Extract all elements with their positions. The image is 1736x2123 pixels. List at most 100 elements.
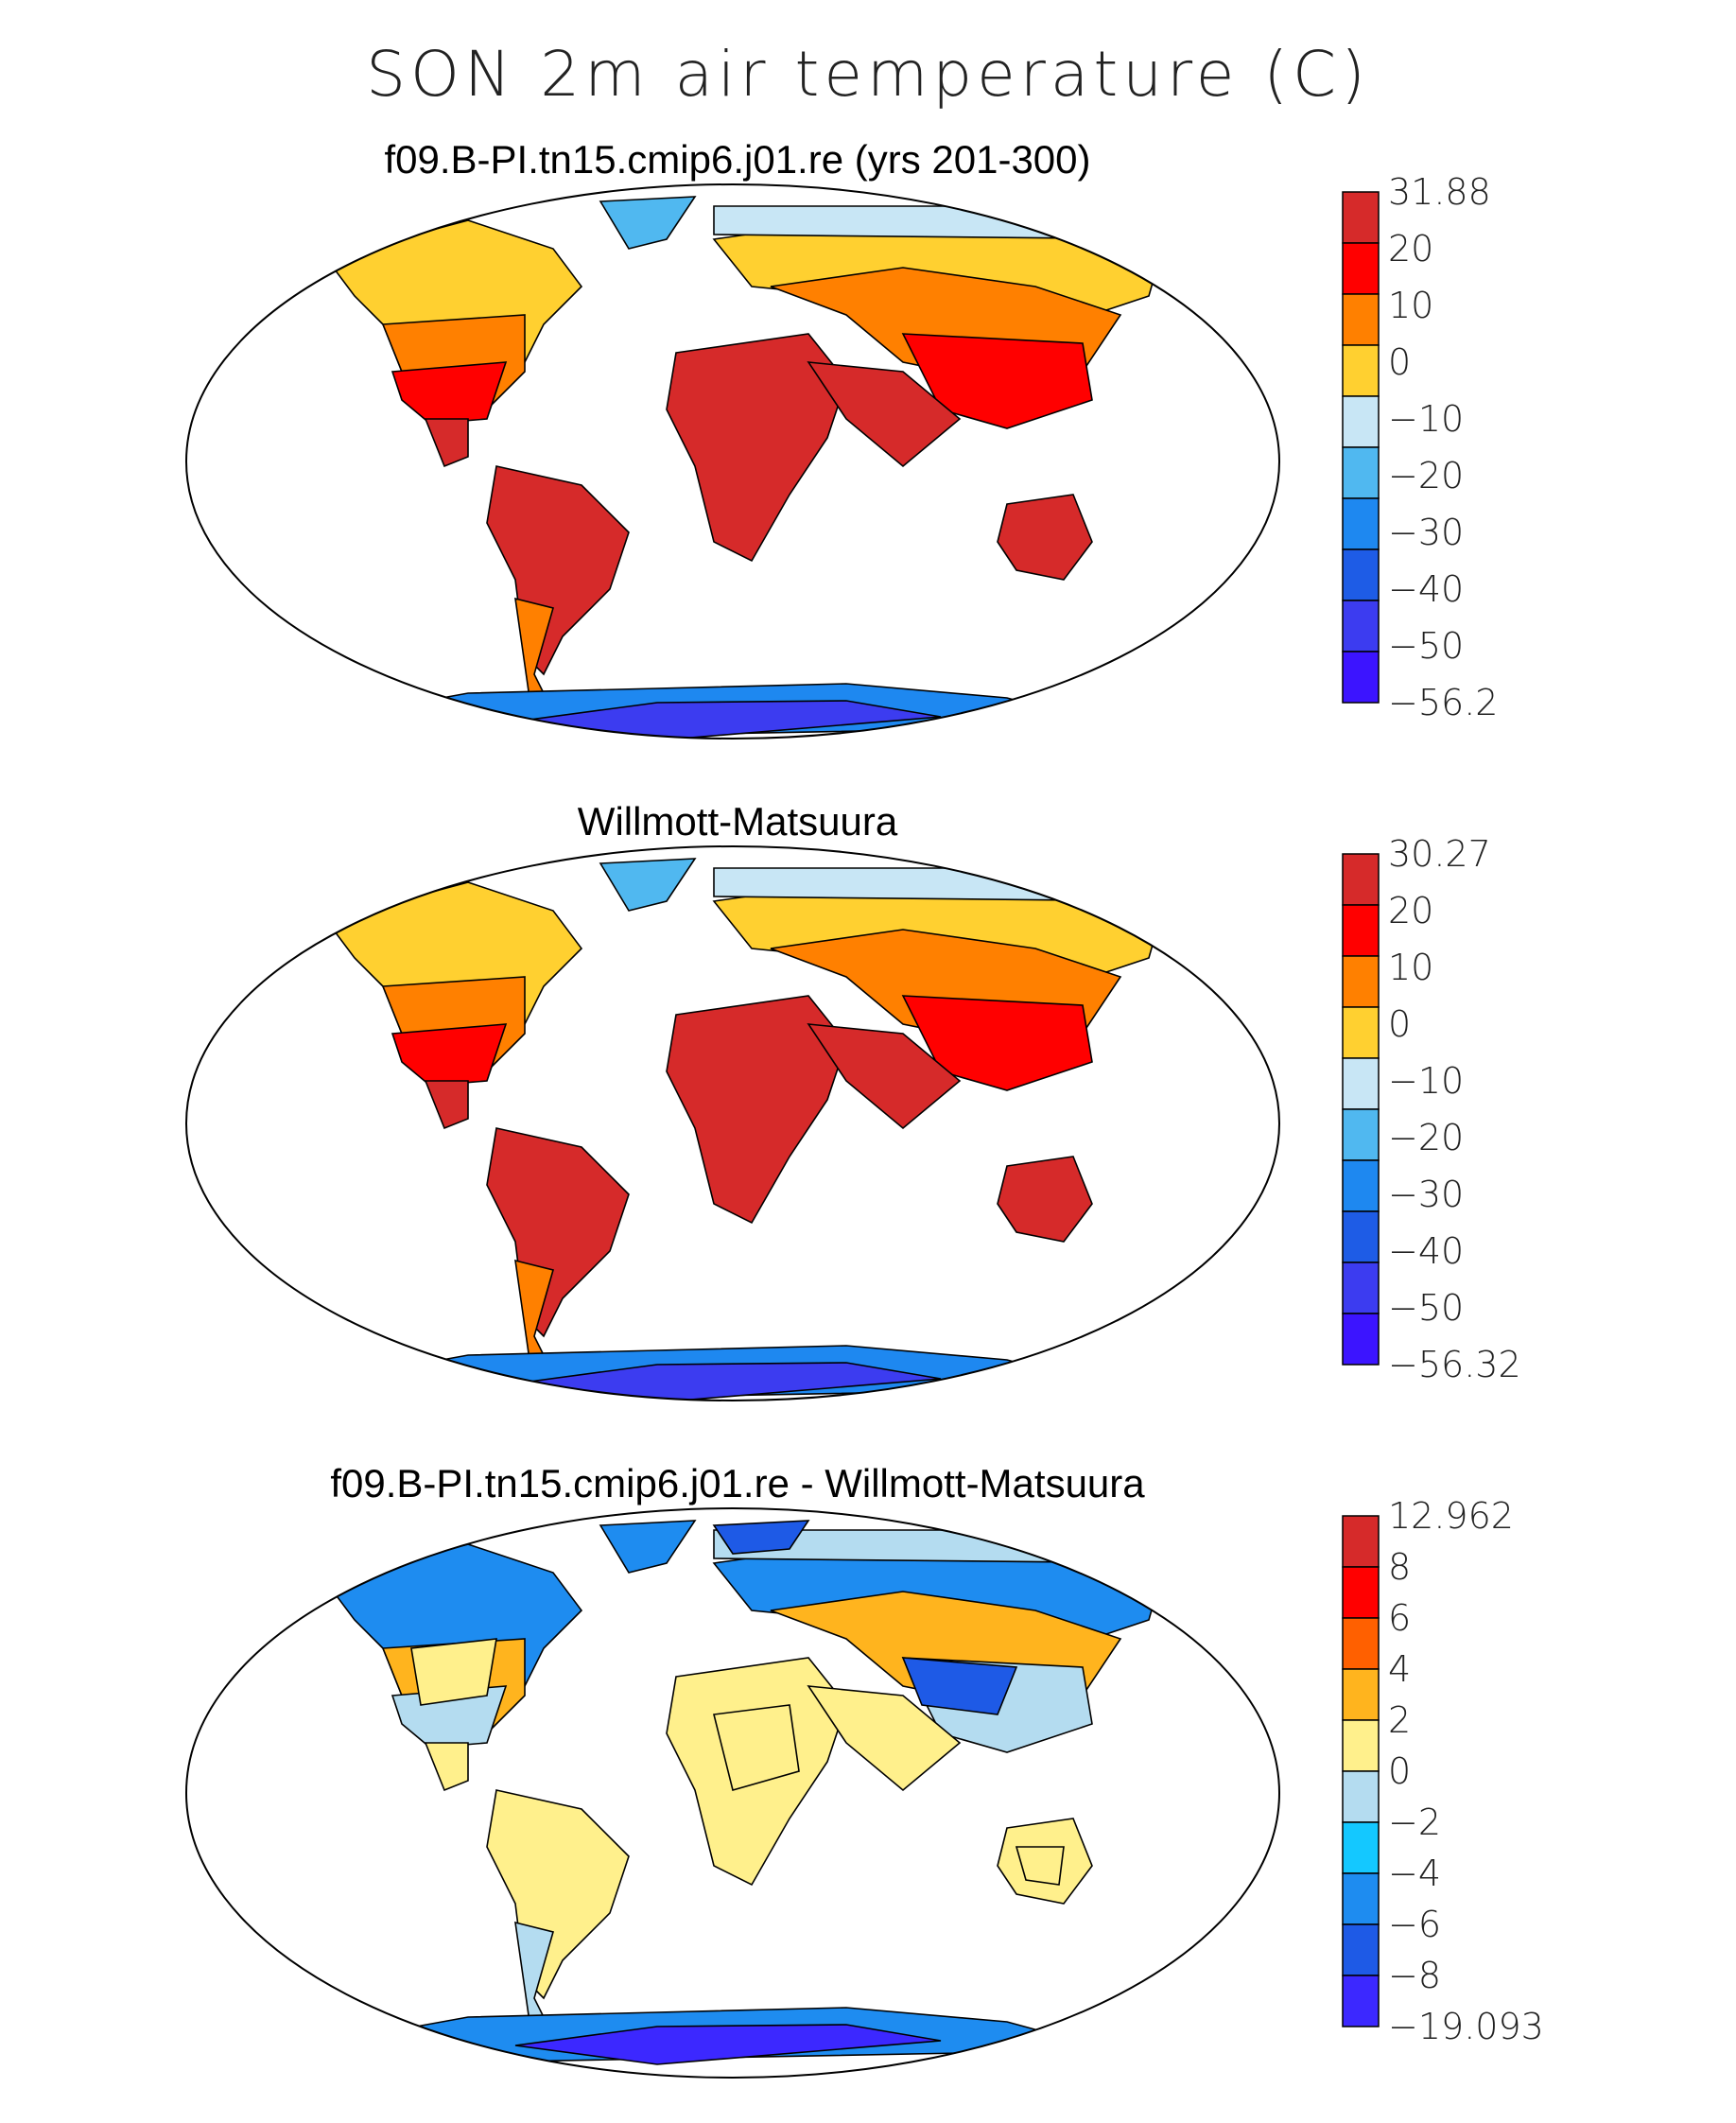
figure-title: SON 2m air temperature (C) xyxy=(366,38,1370,111)
map-projection-outline xyxy=(185,1507,1280,2079)
colorbar-swatch xyxy=(1342,548,1380,601)
colorbar-swatch xyxy=(1342,600,1380,653)
map-content xyxy=(185,1507,1280,2079)
colorbar-swatch xyxy=(1342,1108,1380,1161)
land-region xyxy=(901,1657,1018,1715)
colorbar-swatch xyxy=(1342,1617,1380,1670)
colorbar: 12.962 8 6 4 2 0 −2 −4 −6 −8 −19.093 xyxy=(1342,1495,1544,2047)
land-region xyxy=(599,196,697,250)
land-region xyxy=(424,418,469,468)
colorbar-label: −50 xyxy=(1388,625,1464,667)
map-projection-outline xyxy=(185,183,1280,740)
land-region xyxy=(486,1127,630,1338)
colorbar-swatch xyxy=(1342,853,1380,906)
colorbar-label: −8 xyxy=(1388,1955,1441,1996)
map-content xyxy=(185,845,1280,1401)
colorbar-label: 8 xyxy=(1388,1546,1411,1588)
land-region xyxy=(486,465,630,676)
colorbar-label: −4 xyxy=(1388,1853,1441,1894)
colorbar-swatch xyxy=(1342,446,1380,499)
colorbar-swatch xyxy=(1342,344,1380,397)
panel-title: f09.B-PI.tn15.cmip6.j01.re - Willmott-Ma… xyxy=(330,1461,1145,1505)
land-region xyxy=(713,867,1169,902)
colorbar-label: 4 xyxy=(1388,1648,1411,1690)
land-region xyxy=(514,1921,554,2028)
colorbar-swatch xyxy=(1342,1923,1380,1976)
colorbar-swatch xyxy=(1342,1821,1380,1874)
colorbar-label: −30 xyxy=(1388,1174,1464,1215)
panel-model: f09.B-PI.tn15.cmip6.j01.re (yrs 201-300)… xyxy=(0,137,1736,799)
colorbar-swatch xyxy=(1342,904,1380,957)
colorbar-swatch xyxy=(1342,1566,1380,1619)
colorbar-swatch xyxy=(1342,1770,1380,1823)
land-region xyxy=(997,1156,1093,1243)
colorbar-label: 10 xyxy=(1388,285,1433,326)
colorbar-label: 6 xyxy=(1388,1597,1411,1639)
colorbar-swatch xyxy=(1342,1719,1380,1772)
colorbar-swatch xyxy=(1342,1262,1380,1314)
colorbar-swatch xyxy=(1342,955,1380,1008)
land-region xyxy=(713,205,1169,240)
land-region xyxy=(391,361,508,425)
colorbar-label: 2 xyxy=(1388,1699,1411,1741)
colorbar: 31.88 20 10 0 −10 −20 −30 −40 −50 −56.2 xyxy=(1342,171,1498,723)
colorbar-label: −56.32 xyxy=(1388,1344,1521,1385)
land-region xyxy=(514,597,554,705)
land-region xyxy=(807,361,962,468)
colorbar: 30.27 20 10 0 −10 −20 −30 −40 −50 −56.32 xyxy=(1342,833,1521,1385)
land-region xyxy=(599,1520,697,1574)
land-region xyxy=(712,1520,810,1555)
colorbar-label: −30 xyxy=(1388,512,1464,553)
land-region xyxy=(901,995,1093,1091)
colorbar-swatch xyxy=(1342,1872,1380,1925)
colorbar-swatch xyxy=(1342,293,1380,346)
colorbar-swatch xyxy=(1342,1159,1380,1212)
colorbar-label: −50 xyxy=(1388,1287,1464,1329)
panel-observations: Willmott-Matsuura 30.27 20 10 0 −10 −20 −30 −40… xyxy=(0,799,1736,1461)
land-region xyxy=(424,1080,469,1130)
colorbar-label: −40 xyxy=(1388,1230,1464,1272)
land-region xyxy=(997,494,1093,581)
colorbar-label: −20 xyxy=(1388,455,1464,496)
colorbar-label: −10 xyxy=(1388,1060,1464,1102)
world-map-difference xyxy=(185,1507,1280,2079)
land-region xyxy=(410,1638,497,1706)
colorbar-swatch xyxy=(1342,1668,1380,1721)
colorbar-label: 20 xyxy=(1388,228,1433,270)
map-projection-outline xyxy=(185,845,1280,1401)
colorbar-label: −6 xyxy=(1388,1904,1441,1945)
colorbar-label: −40 xyxy=(1388,568,1464,610)
colorbar-label: 0 xyxy=(1388,1750,1411,1792)
colorbar-swatch xyxy=(1342,1006,1380,1059)
colorbar-swatch xyxy=(1342,1975,1380,2027)
land-region xyxy=(424,1742,469,1792)
colorbar-label: −19.093 xyxy=(1388,2006,1544,2047)
map-content xyxy=(185,183,1280,740)
world-map-observations xyxy=(185,845,1280,1401)
land-region xyxy=(514,1259,554,1366)
world-map-model xyxy=(185,183,1280,740)
land-region xyxy=(666,333,847,563)
colorbar-label: −20 xyxy=(1388,1117,1464,1158)
land-region xyxy=(599,858,697,912)
colorbar-swatch xyxy=(1342,1057,1380,1110)
colorbar-label: −10 xyxy=(1388,398,1464,440)
land-region xyxy=(807,1023,962,1130)
colorbar-label: 0 xyxy=(1388,1003,1411,1045)
land-region xyxy=(666,995,847,1225)
land-region xyxy=(1015,1846,1065,1886)
panel-title: Willmott-Matsuura xyxy=(577,799,898,844)
colorbar-label: 20 xyxy=(1388,890,1433,931)
colorbar-label: −2 xyxy=(1388,1801,1441,1843)
colorbar-swatch xyxy=(1342,1515,1380,1568)
land-region xyxy=(807,1685,962,1792)
land-region xyxy=(514,2024,942,2065)
colorbar-swatch xyxy=(1342,651,1380,704)
colorbar-swatch xyxy=(1342,395,1380,448)
land-region xyxy=(713,1704,800,1791)
colorbar-swatch xyxy=(1342,497,1380,550)
colorbar-swatch xyxy=(1342,242,1380,295)
colorbar-label: −56.2 xyxy=(1388,682,1498,723)
colorbar-label: 31.88 xyxy=(1388,171,1491,213)
land-region xyxy=(901,333,1093,429)
